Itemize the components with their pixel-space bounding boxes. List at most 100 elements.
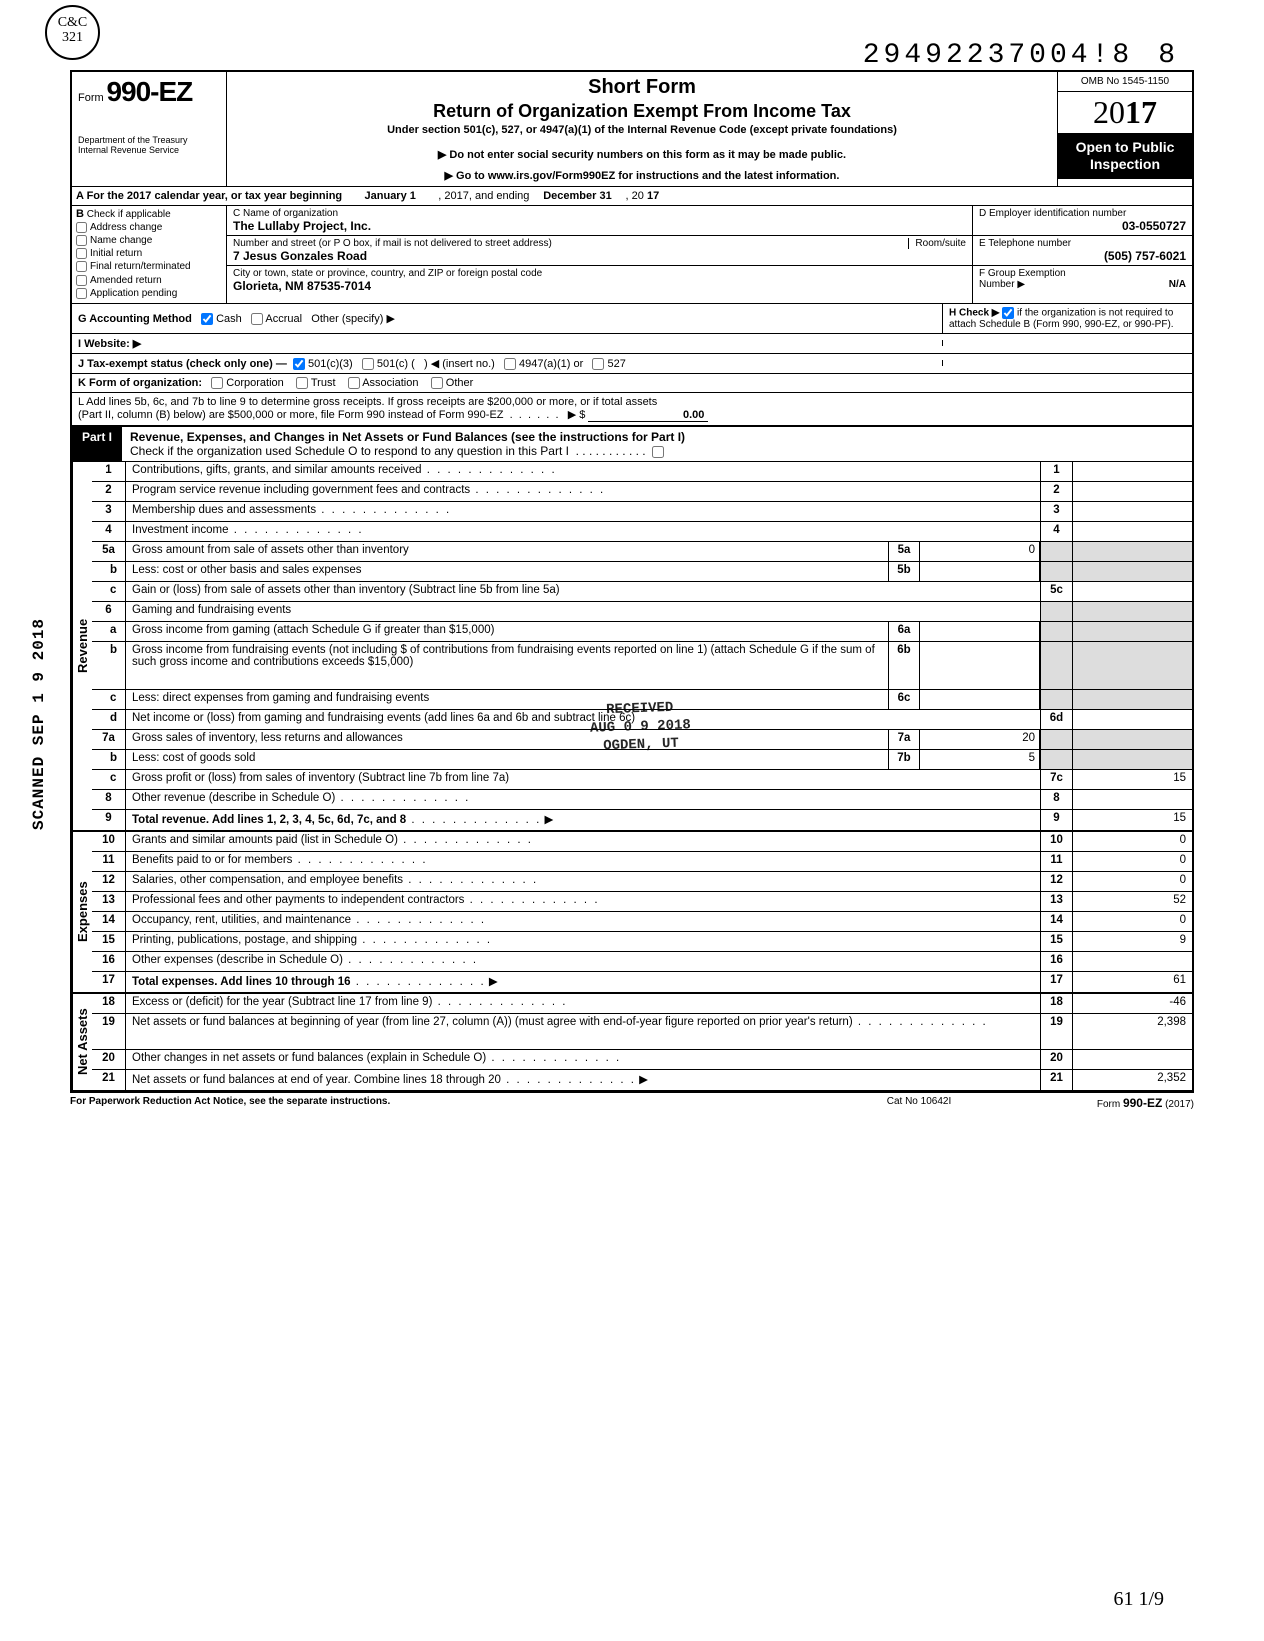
- line-6a: aGross income from gaming (attach Schedu…: [92, 622, 1192, 642]
- line-9: 9Total revenue. Add lines 1, 2, 3, 4, 5c…: [92, 810, 1192, 830]
- form-number-label: 990-EZ: [106, 76, 192, 107]
- group-exemption-label: F Group Exemption: [979, 268, 1066, 279]
- line-11: 11Benefits paid to or for members110: [92, 852, 1192, 872]
- check-501c3[interactable]: 501(c)(3): [293, 358, 353, 370]
- form-subtitle: Under section 501(c), 527, or 4947(a)(1)…: [235, 124, 1049, 136]
- header-right: OMB No 1545-1150 2017 Open to Public Ins…: [1057, 72, 1192, 186]
- row-a-tax-year: A For the 2017 calendar year, or tax yea…: [72, 187, 1192, 206]
- check-address-change[interactable]: Address change: [76, 222, 222, 233]
- row-i-website: I Website: ▶: [72, 334, 1192, 354]
- check-amended-return[interactable]: Amended return: [76, 275, 222, 286]
- revenue-side-label: Revenue: [72, 462, 92, 830]
- row-j-tax-status: J Tax-exempt status (check only one) — 5…: [72, 354, 1192, 374]
- line-15: 15Printing, publications, postage, and s…: [92, 932, 1192, 952]
- address-label: Number and street (or P O box, if mail i…: [233, 238, 966, 249]
- col-b-checkboxes: B Check if applicable Address change Nam…: [72, 206, 227, 303]
- line-5a: 5aGross amount from sale of assets other…: [92, 542, 1192, 562]
- gross-receipts-amount: 0.00: [588, 409, 708, 422]
- check-4947a1[interactable]: 4947(a)(1) or: [504, 358, 583, 370]
- line-1: 1Contributions, gifts, grants, and simil…: [92, 462, 1192, 482]
- dept-irs: Internal Revenue Service: [78, 146, 220, 156]
- part-i-title: Revenue, Expenses, and Changes in Net As…: [130, 430, 685, 444]
- accounting-method-label: G Accounting Method: [78, 313, 192, 325]
- telephone-label: E Telephone number: [979, 238, 1186, 249]
- paperwork-notice: For Paperwork Reduction Act Notice, see …: [70, 1096, 844, 1110]
- line-16: 16Other expenses (describe in Schedule O…: [92, 952, 1192, 972]
- form-header: Form 990-EZ Department of the Treasury I…: [72, 72, 1192, 187]
- irs-url-note: ▶ Go to www.irs.gov/Form990EZ for instru…: [235, 169, 1049, 182]
- line-21: 21Net assets or fund balances at end of …: [92, 1070, 1192, 1090]
- line-18: 18Excess or (deficit) for the year (Subt…: [92, 994, 1192, 1014]
- scanned-stamp: SCANNED SEP 1 9 2018: [30, 618, 48, 830]
- form-frame: Form 990-EZ Department of the Treasury I…: [70, 70, 1194, 1093]
- ssn-warning: ▶ Do not enter social security numbers o…: [235, 148, 1049, 161]
- check-association[interactable]: Association: [348, 377, 419, 389]
- part-i-tab: Part I: [72, 427, 122, 461]
- expenses-side-label: Expenses: [72, 832, 92, 992]
- row-g-h: G Accounting Method Cash Accrual Other (…: [72, 304, 1192, 334]
- line-14: 14Occupancy, rent, utilities, and mainte…: [92, 912, 1192, 932]
- form-title: Return of Organization Exempt From Incom…: [235, 101, 1049, 122]
- telephone-value: (505) 757-6021: [979, 249, 1186, 263]
- check-name-change[interactable]: Name change: [76, 235, 222, 246]
- org-info-block: B Check if applicable Address change Nam…: [72, 206, 1192, 304]
- city-label: City or town, state or province, country…: [233, 268, 966, 279]
- catalog-number: Cat No 10642I: [844, 1096, 994, 1110]
- row-l-gross-receipts: L Add lines 5b, 6c, and 7b to line 9 to …: [72, 393, 1192, 427]
- line-13: 13Professional fees and other payments t…: [92, 892, 1192, 912]
- col-c-org-details: C Name of organization The Lullaby Proje…: [227, 206, 972, 303]
- stamp-circle-topleft: C&C 321: [45, 5, 100, 60]
- line-7c: cGross profit or (loss) from sales of in…: [92, 770, 1192, 790]
- line-19: 19Net assets or fund balances at beginni…: [92, 1014, 1192, 1050]
- header-left: Form 990-EZ Department of the Treasury I…: [72, 72, 227, 186]
- row-k-form-org: K Form of organization: Corporation Trus…: [72, 374, 1192, 393]
- check-final-return[interactable]: Final return/terminated: [76, 261, 222, 272]
- check-trust[interactable]: Trust: [296, 377, 336, 389]
- document-number: 29492237004!88: [863, 40, 1179, 71]
- org-city: Glorieta, NM 87535-7014: [233, 279, 966, 293]
- header-center: Short Form Return of Organization Exempt…: [227, 72, 1057, 186]
- revenue-section: Revenue 1Contributions, gifts, grants, a…: [72, 462, 1192, 832]
- check-schedule-o-part-i[interactable]: [652, 444, 664, 458]
- handwritten-mark: 61 1/9: [1113, 1588, 1164, 1611]
- net-assets-section: Net Assets 18Excess or (deficit) for the…: [72, 994, 1192, 1091]
- form-version: Form 990-EZ (2017): [994, 1096, 1194, 1110]
- org-name: The Lullaby Project, Inc.: [233, 219, 966, 233]
- line-8: 8Other revenue (describe in Schedule O)8: [92, 790, 1192, 810]
- check-application-pending[interactable]: Application pending: [76, 288, 222, 299]
- line-5b: bLess: cost or other basis and sales exp…: [92, 562, 1192, 582]
- tax-year: 2017: [1058, 92, 1192, 133]
- net-assets-side-label: Net Assets: [72, 994, 92, 1090]
- check-other-org[interactable]: Other: [431, 377, 474, 389]
- check-501c[interactable]: 501(c) ( ) ◀ (insert no.): [362, 358, 495, 370]
- col-d-ids: D Employer identification number 03-0550…: [972, 206, 1192, 303]
- accounting-other-label: Other (specify) ▶: [311, 313, 395, 325]
- line-12: 12Salaries, other compensation, and empl…: [92, 872, 1192, 892]
- check-accrual[interactable]: Accrual: [251, 313, 302, 325]
- line-10: 10Grants and similar amounts paid (list …: [92, 832, 1192, 852]
- room-suite-label: Room/suite: [908, 238, 966, 249]
- received-stamp: RECEIVED AUG 0 9 2018 OGDEN, UT: [589, 698, 692, 756]
- line-2: 2Program service revenue including gover…: [92, 482, 1192, 502]
- line-6b: bGross income from fundraising events (n…: [92, 642, 1192, 690]
- ein-value: 03-0550727: [979, 219, 1186, 233]
- org-address: 7 Jesus Gonzales Road: [233, 249, 966, 263]
- line-6: 6Gaming and fundraising events: [92, 602, 1192, 622]
- check-initial-return[interactable]: Initial return: [76, 248, 222, 259]
- group-exemption-value: N/A: [1169, 279, 1186, 290]
- open-inspection: Open to Public Inspection: [1058, 133, 1192, 179]
- line-17: 17Total expenses. Add lines 10 through 1…: [92, 972, 1192, 992]
- line-3: 3Membership dues and assessments3: [92, 502, 1192, 522]
- check-527[interactable]: 527: [592, 358, 625, 370]
- check-corporation[interactable]: Corporation: [211, 377, 284, 389]
- omb-number: OMB No 1545-1150: [1058, 72, 1192, 92]
- ein-label: D Employer identification number: [979, 208, 1186, 219]
- check-h-schedule-b[interactable]: [1002, 307, 1014, 318]
- expenses-section: Expenses 10Grants and similar amounts pa…: [72, 832, 1192, 994]
- part-i-header: Part I Revenue, Expenses, and Changes in…: [72, 427, 1192, 462]
- org-name-label: C Name of organization: [233, 208, 966, 219]
- check-cash[interactable]: Cash: [201, 313, 242, 325]
- line-20: 20Other changes in net assets or fund ba…: [92, 1050, 1192, 1070]
- line-5c: cGain or (loss) from sale of assets othe…: [92, 582, 1192, 602]
- short-form-title: Short Form: [235, 76, 1049, 99]
